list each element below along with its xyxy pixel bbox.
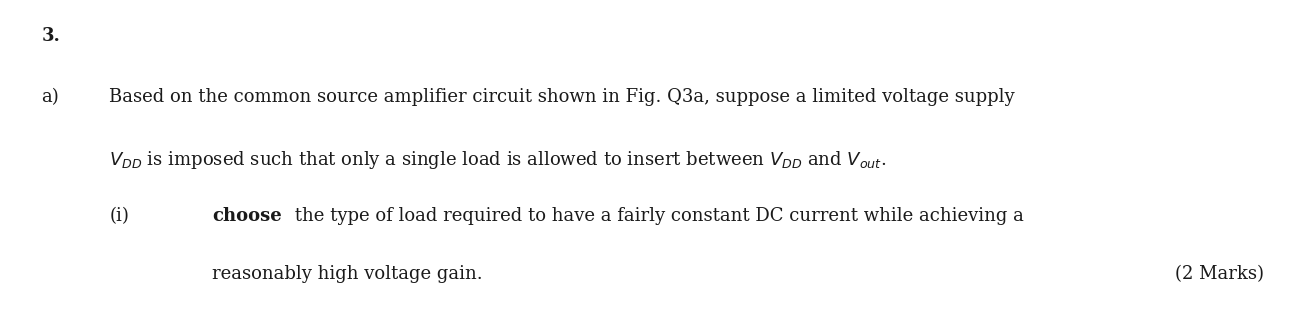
Text: (2 Marks): (2 Marks) <box>1175 265 1264 283</box>
Text: $V_{DD}$ is imposed such that only a single load is allowed to insert between $V: $V_{DD}$ is imposed such that only a sin… <box>110 149 886 171</box>
Text: the type of load required to have a fairly constant DC current while achieving a: the type of load required to have a fair… <box>289 207 1024 225</box>
Text: 3.: 3. <box>42 27 60 45</box>
Text: a): a) <box>42 88 59 106</box>
Text: Based on the common source amplifier circuit shown in Fig. Q3a, suppose a limite: Based on the common source amplifier cir… <box>110 88 1014 106</box>
Text: choose: choose <box>212 207 281 225</box>
Text: (i): (i) <box>110 207 130 225</box>
Text: reasonably high voltage gain.: reasonably high voltage gain. <box>212 265 483 283</box>
